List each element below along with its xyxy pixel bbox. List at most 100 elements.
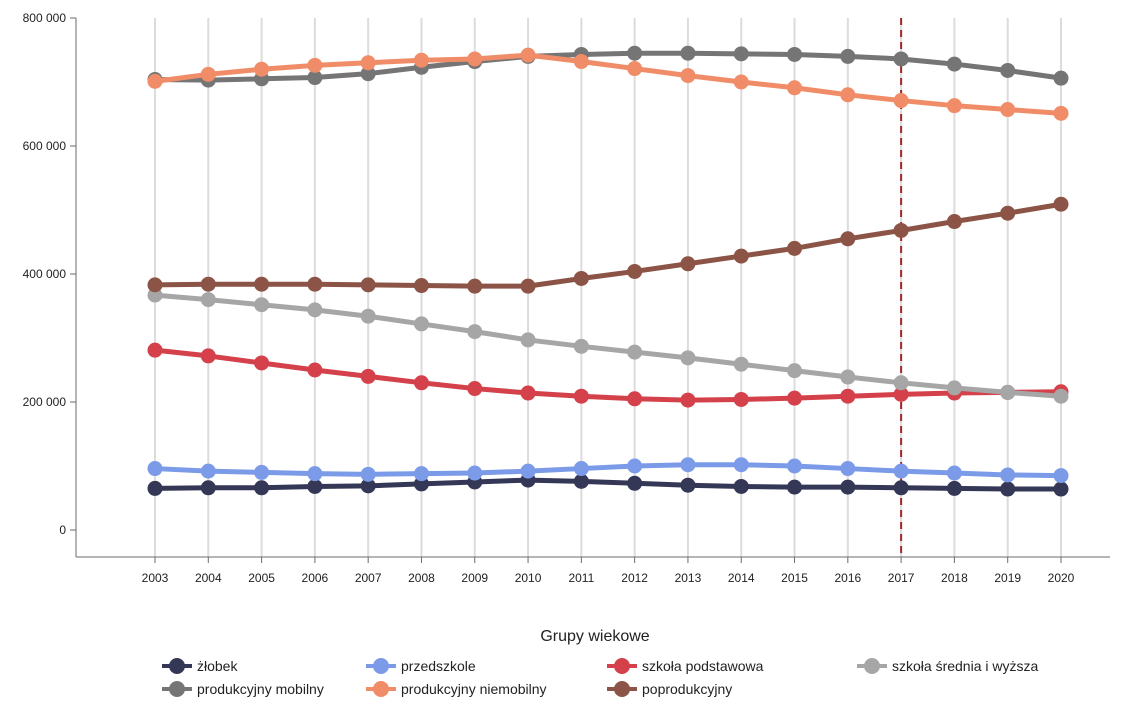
legend-item: przedszkole (366, 658, 476, 674)
data-point (627, 45, 643, 61)
data-point (200, 463, 216, 479)
data-point (360, 55, 376, 71)
data-point (520, 47, 536, 63)
y-tick-label: 400 000 (23, 267, 67, 281)
data-point (787, 458, 803, 474)
data-point (840, 388, 856, 404)
data-point (147, 342, 163, 358)
data-point (733, 478, 749, 494)
x-tick-label: 2012 (621, 571, 648, 585)
data-point (573, 461, 589, 477)
data-point (200, 292, 216, 308)
data-point (520, 385, 536, 401)
data-point (840, 479, 856, 495)
data-point (307, 302, 323, 318)
data-point (787, 80, 803, 96)
legend-label: szkoła podstawowa (642, 658, 764, 674)
x-tick-label: 2019 (994, 571, 1021, 585)
data-point (1000, 384, 1016, 400)
data-point (787, 46, 803, 62)
data-point (946, 56, 962, 72)
data-point (946, 480, 962, 496)
data-point (147, 277, 163, 293)
legend-title: Grupy wiekowe (540, 628, 649, 645)
legend-swatch-marker (864, 658, 880, 674)
data-point (627, 344, 643, 360)
data-point (680, 477, 696, 493)
series-line (152, 347, 1064, 403)
data-point (1000, 205, 1016, 221)
data-point (893, 386, 909, 402)
data-point (254, 297, 270, 313)
series-line (152, 50, 1064, 83)
series-line (152, 462, 1064, 479)
data-point (680, 350, 696, 366)
gridlines (154, 18, 1062, 557)
series-6 (147, 196, 1069, 294)
legend-label: produkcyjny niemobilny (401, 681, 547, 697)
x-tick-label: 2011 (568, 571, 594, 585)
x-tick-label: 2013 (675, 571, 702, 585)
data-point (840, 461, 856, 477)
data-point (733, 356, 749, 372)
series-line (152, 52, 1064, 116)
data-point (680, 392, 696, 408)
legend-item: poprodukcyjny (607, 681, 732, 697)
data-point (946, 98, 962, 114)
data-point (840, 87, 856, 103)
data-point (893, 463, 909, 479)
data-point (307, 362, 323, 378)
data-point (147, 73, 163, 89)
data-point (413, 375, 429, 391)
data-point (733, 391, 749, 407)
data-point (1053, 70, 1069, 86)
data-point (1053, 196, 1069, 212)
data-point (787, 479, 803, 495)
data-point (893, 222, 909, 238)
data-point (254, 61, 270, 77)
data-point (627, 391, 643, 407)
series-0 (147, 472, 1069, 497)
x-tick-label: 2006 (302, 571, 329, 585)
data-point (893, 93, 909, 109)
data-point (413, 466, 429, 482)
data-point (520, 332, 536, 348)
data-point (627, 475, 643, 491)
data-point (200, 66, 216, 82)
data-point (360, 478, 376, 494)
data-point (360, 466, 376, 482)
data-point (627, 458, 643, 474)
data-point (946, 214, 962, 230)
data-point (200, 480, 216, 496)
data-point (254, 480, 270, 496)
data-point (360, 66, 376, 82)
x-tick-label: 2017 (888, 571, 915, 585)
legend-item: szkoła średnia i wyższa (857, 658, 1038, 674)
series-line (152, 292, 1064, 399)
data-point (573, 338, 589, 354)
data-point (360, 277, 376, 293)
data-point (360, 368, 376, 384)
legend-item: żłobek (162, 658, 238, 674)
y-tick-label: 800 000 (23, 11, 67, 25)
data-point (680, 68, 696, 84)
data-point (946, 380, 962, 396)
x-tick-label: 2003 (142, 571, 169, 585)
legend-swatch-marker (373, 681, 389, 697)
legend-label: szkoła średnia i wyższa (892, 658, 1038, 674)
series-5 (147, 47, 1069, 121)
x-tick-label: 2010 (515, 571, 542, 585)
legend-swatch-marker (614, 681, 630, 697)
data-point (733, 248, 749, 264)
data-point (413, 52, 429, 68)
data-point (1053, 468, 1069, 484)
data-point (627, 263, 643, 279)
data-point (627, 61, 643, 77)
data-point (307, 478, 323, 494)
data-point (680, 45, 696, 61)
data-point (520, 463, 536, 479)
data-point (733, 74, 749, 90)
legend-item: szkoła podstawowa (607, 658, 764, 674)
data-point (787, 363, 803, 379)
